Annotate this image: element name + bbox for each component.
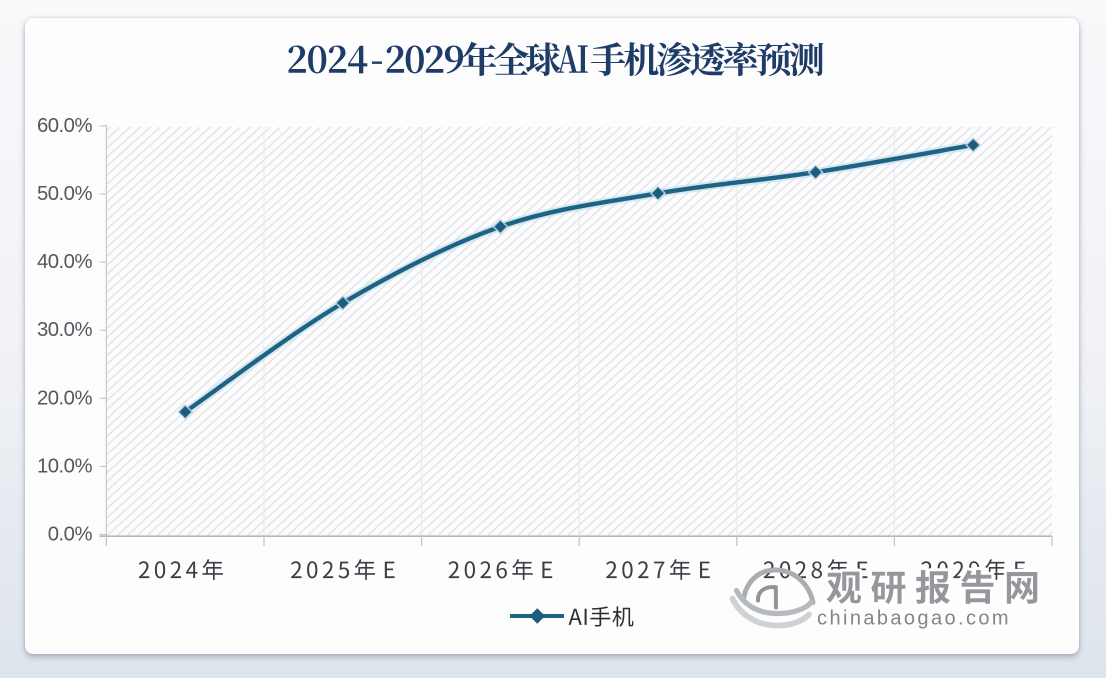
- svg-text:60.0%: 60.0%: [37, 115, 92, 137]
- svg-text:chinabaogao.com: chinabaogao.com: [817, 608, 1011, 630]
- svg-text:10.0%: 10.0%: [37, 455, 92, 477]
- svg-text:20.0%: 20.0%: [37, 387, 92, 409]
- svg-text:30.0%: 30.0%: [37, 319, 92, 341]
- svg-text:0.0%: 0.0%: [48, 524, 93, 546]
- svg-text:50.0%: 50.0%: [37, 183, 92, 205]
- svg-text:40.0%: 40.0%: [37, 251, 92, 273]
